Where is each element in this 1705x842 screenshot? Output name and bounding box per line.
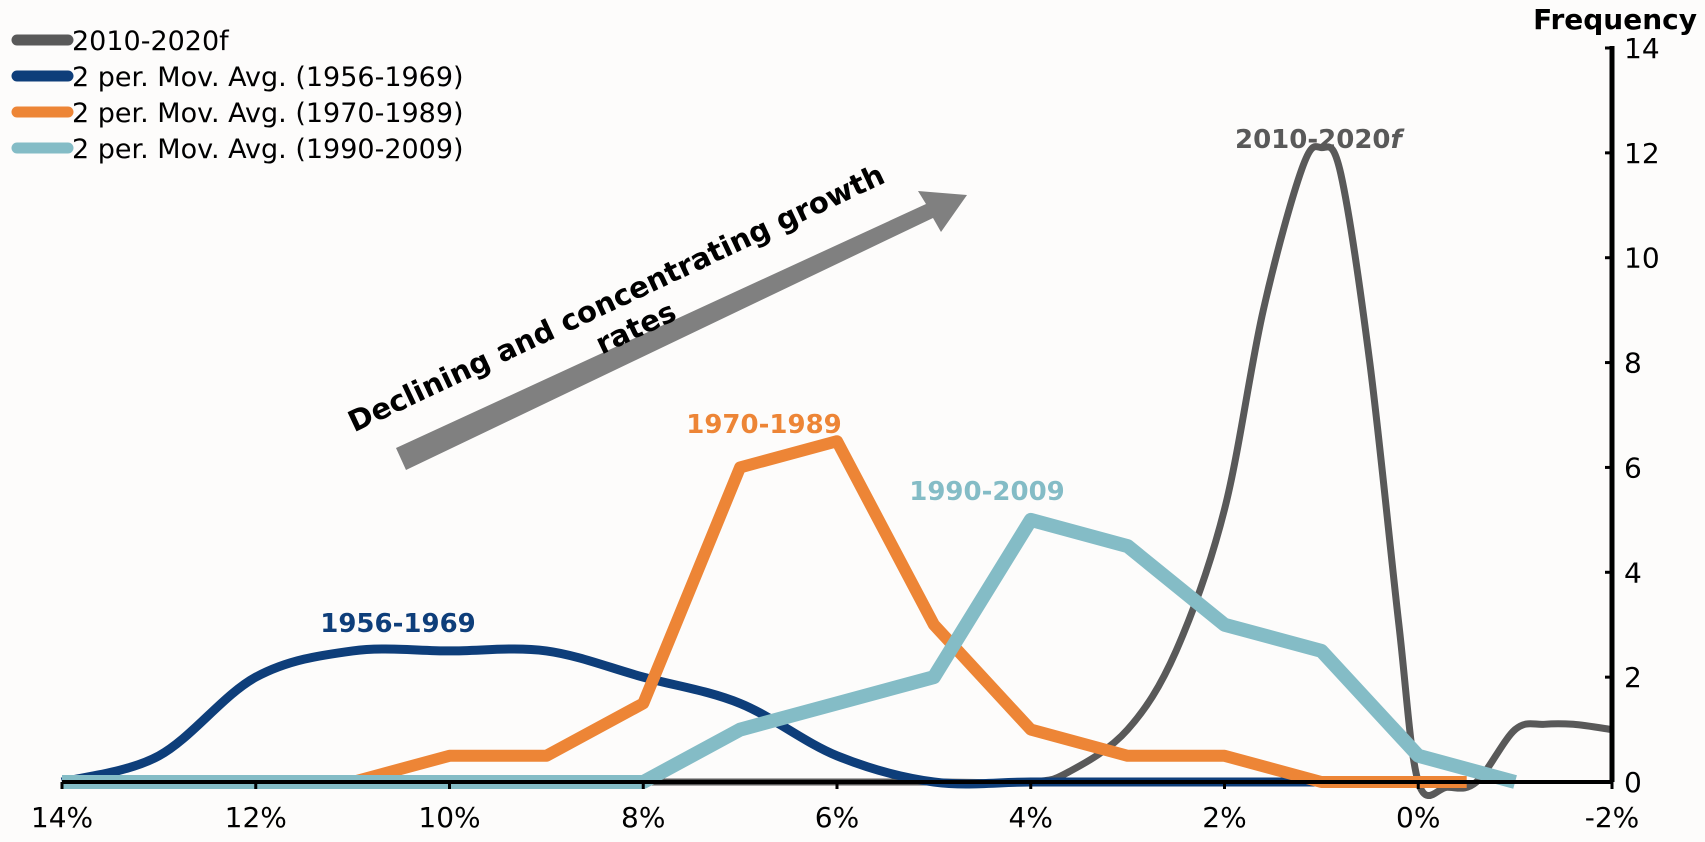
- x-tick-label: 4%: [1009, 801, 1053, 834]
- x-tick-label: 0%: [1396, 801, 1440, 834]
- y-tick-label: 2: [1624, 661, 1642, 694]
- x-tick-label: 2%: [1202, 801, 1246, 834]
- axis-layer: 14% 12% 10% 8% 6% 4% 2% 0% -2%0 2 4 6 8 10 12 14Frequen…: [31, 3, 1697, 834]
- y-axis-title: Frequency: [1533, 3, 1697, 36]
- x-tick-label: 6%: [815, 801, 859, 834]
- series-label-3: 1970-1989: [686, 410, 842, 440]
- series-label-layer: 2010-2020f 1956-1969 1970-1989 1990-2009: [320, 125, 1405, 639]
- legend-label-4: 2 per. Mov. Avg. (1990-2009): [72, 134, 464, 165]
- trend-arrow: [396, 191, 967, 470]
- legend-label-2: 2 per. Mov. Avg. (1956-1969): [72, 62, 464, 93]
- x-tick-label: -2%: [1585, 801, 1640, 834]
- series-line-2: [60, 644, 1419, 789]
- series-label-2: 1956-1969: [320, 609, 476, 639]
- y-tick-label: 0: [1624, 766, 1642, 799]
- x-tick-label: 8%: [621, 801, 665, 834]
- x-tick-label: 10%: [418, 801, 480, 834]
- series-line-4: [62, 512, 1517, 789]
- y-tick-label: 6: [1624, 451, 1642, 484]
- series-label-4: 1990-2009: [909, 477, 1065, 507]
- series-label-text: 1970-1989: [686, 410, 842, 440]
- annotation-layer: Declining and concentrating growth rates: [343, 157, 967, 470]
- series-label-1: 2010-2020f: [1235, 125, 1406, 155]
- x-tick-label: 12%: [225, 801, 287, 834]
- series-label-text: 1956-1969: [320, 609, 476, 639]
- legend-label-1: 2010-2020f: [72, 26, 230, 57]
- legend: 2010-2020f 2 per. Mov. Avg. (1956-1969) 2 …: [11, 26, 464, 165]
- y-tick-label: 8: [1624, 347, 1642, 380]
- series-label-text: 2010-2020: [1235, 125, 1391, 155]
- y-tick-label: 4: [1624, 556, 1642, 589]
- arrow-label-line1: Declining and concentrating growth: [343, 157, 890, 438]
- y-tick-label: 10: [1624, 242, 1660, 275]
- series-label-suffix: f: [1391, 125, 1406, 155]
- series-layer: [60, 143, 1613, 799]
- y-tick-label: 12: [1624, 137, 1660, 170]
- series-label-text: 1990-2009: [909, 477, 1065, 507]
- x-tick-label: 14%: [31, 801, 93, 834]
- y-tick-label: 14: [1624, 32, 1660, 65]
- legend-label-3: 2 per. Mov. Avg. (1970-1989): [72, 98, 464, 129]
